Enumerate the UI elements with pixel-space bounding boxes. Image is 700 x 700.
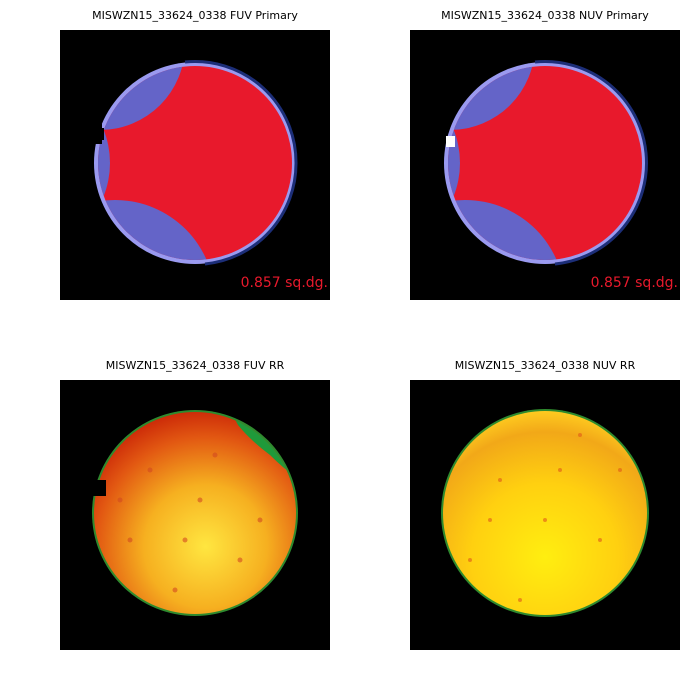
coverage — [98, 66, 292, 260]
area-label: 0.857 sq.dg. — [591, 275, 678, 291]
panel-title: MISWZN15_33624_0338 FUV Primary — [92, 9, 298, 22]
lobe — [98, 200, 215, 260]
coverage — [448, 66, 642, 260]
lobe — [98, 66, 185, 130]
response-fill — [443, 411, 647, 615]
area-label: 0.857 sq.dg. — [241, 275, 328, 291]
detector-edge — [184, 60, 298, 164]
spots — [117, 452, 263, 593]
panel-title: MISWZN15_33624_0338 NUV Primary — [441, 9, 649, 22]
nuv-rr-panel — [410, 380, 680, 650]
panel-title: MISWZN15_33624_0338 NUV RR — [455, 359, 636, 372]
lobe — [448, 66, 535, 130]
detector-edge — [534, 60, 648, 266]
response-map — [443, 411, 647, 615]
spots — [468, 433, 622, 602]
fuv-rr-panel — [60, 380, 330, 650]
nuv-primary-panel: 0.857 sq.dg. — [410, 30, 680, 300]
panel-title: MISWZN15_33624_0338 FUV RR — [106, 359, 285, 372]
fuv-primary-panel: 0.857 sq.dg. — [60, 30, 330, 300]
lobe — [448, 200, 565, 260]
notch — [96, 128, 104, 140]
hot-spot — [446, 136, 455, 147]
notch — [86, 480, 106, 496]
detector-edge — [204, 162, 298, 266]
